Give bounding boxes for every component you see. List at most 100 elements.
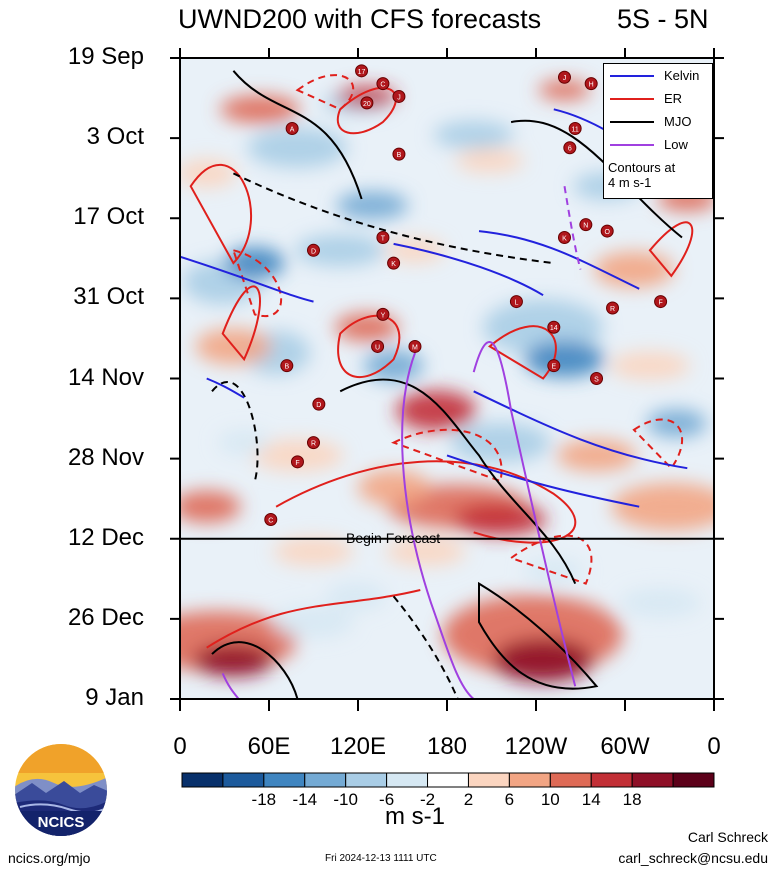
storm-marker-label: E: [551, 364, 556, 371]
contour-note: Contours at 4 m s-1: [608, 160, 675, 190]
anomaly-blob: [450, 422, 551, 463]
storm-marker-label: 17: [358, 69, 366, 76]
y-tick-label: 28 Nov: [67, 443, 144, 471]
colorbar-tick-label: 6: [504, 790, 515, 809]
colorbar-box: [672, 772, 715, 788]
legend: Kelvin ER MJO Low Contours at 4 m s-1: [603, 63, 713, 199]
x-tick-label: 60E: [247, 733, 291, 760]
anomaly-blob: [396, 390, 477, 431]
wave-contours: [180, 70, 694, 699]
storm-marker-label: 20: [363, 101, 371, 108]
contour-line: [473, 390, 688, 470]
storm-marker: J: [392, 89, 406, 103]
storm-marker-label: D: [311, 248, 316, 255]
storm-marker-label: B: [284, 364, 289, 371]
storm-marker: C: [376, 77, 390, 91]
storm-marker-label: D: [316, 402, 321, 409]
contour-line: [510, 119, 683, 239]
storm-marker: R: [307, 436, 320, 450]
storm-marker-label: R: [610, 306, 615, 313]
storm-marker-circle: [376, 230, 390, 244]
contour-line: [446, 454, 640, 508]
footer-timestamp: Fri 2024-12-13 1111 UTC: [325, 853, 437, 864]
contour-line: [336, 87, 397, 135]
storm-marker-circle: [360, 96, 374, 110]
storm-marker: E: [547, 359, 561, 373]
legend-label: Kelvin: [664, 68, 700, 83]
colorbar-tick-label: 2: [463, 790, 474, 809]
storm-marker-circle: [408, 339, 422, 353]
anomaly-blob: [523, 558, 584, 583]
contour-line: [180, 255, 314, 303]
storm-marker: U: [371, 339, 385, 353]
anomaly-blob: [433, 120, 514, 149]
storm-marker-label: T: [381, 235, 386, 242]
legend-label: Low: [664, 137, 688, 152]
storm-marker-label: S: [594, 377, 599, 384]
contour-line: [478, 230, 640, 290]
storm-marker-label: F: [295, 460, 299, 467]
colorbar-box: [345, 772, 388, 788]
storm-marker-circle: [584, 77, 598, 91]
contour-line: [401, 352, 475, 699]
footer-url[interactable]: ncics.org/mjo: [8, 850, 91, 866]
storm-marker-label: A: [290, 127, 295, 134]
x-tick-label: 60W: [600, 733, 650, 760]
legend-entry-low: Low: [604, 136, 712, 154]
storm-marker: L: [509, 295, 523, 309]
legend-entry-kelvin: Kelvin: [604, 67, 712, 85]
contour-line: [478, 581, 599, 690]
colorbar-box: [590, 772, 633, 788]
storm-marker: 14: [547, 320, 561, 334]
ncics-logo[interactable]: NCICS: [14, 743, 108, 837]
contour-line: [648, 221, 694, 278]
storm-markers: 17 C 20 J J H A 11 B 6 D T N O K K D L 14 Y F B U M S R E R F C: [264, 64, 668, 527]
contour-line: [221, 285, 261, 362]
storm-marker-circle: [547, 359, 561, 373]
begin-forecast-label: Begin Forecast: [346, 530, 441, 546]
storm-marker: S: [590, 372, 604, 385]
storm-marker: M: [408, 339, 422, 353]
storm-marker: O: [600, 224, 614, 238]
anomaly-blob: [273, 537, 354, 566]
storm-marker-label: 11: [572, 127, 579, 134]
storm-marker: 6: [563, 141, 577, 155]
anomaly-blob: [646, 409, 707, 438]
anomaly-blob: [524, 341, 605, 378]
storm-marker-label: M: [412, 344, 418, 351]
storm-marker-circle: [290, 455, 304, 469]
legend-label: ER: [664, 91, 683, 106]
y-tick-label: 3 Oct: [86, 123, 144, 151]
storm-marker: F: [290, 455, 304, 469]
storm-marker-circle: [264, 513, 278, 527]
anomaly-blob: [273, 606, 354, 639]
contour-note-line2: 4 m s-1: [608, 175, 652, 190]
colorbar-units: m s-1: [385, 803, 445, 830]
anomaly-blob: [180, 159, 237, 188]
colorbar-box: [222, 772, 265, 788]
colorbar-box: [467, 772, 510, 788]
storm-marker-label: L: [514, 300, 518, 307]
anomaly-blob: [493, 638, 594, 683]
storm-marker-circle: [355, 64, 369, 78]
legend-entry-er: ER: [604, 90, 712, 108]
storm-marker-circle: [307, 436, 320, 450]
storm-marker-circle: [280, 359, 294, 373]
storm-marker-circle: [568, 122, 582, 136]
footer-email[interactable]: carl_schreck@ncsu.edu: [618, 850, 768, 866]
chart-title: UWND200 with CFS forecasts: [178, 4, 542, 34]
logo-text: NCICS: [38, 814, 85, 831]
x-tick-label: 120W: [504, 733, 568, 760]
storm-marker-circle: [312, 397, 326, 411]
anomaly-blob: [326, 582, 387, 611]
contour-line: [392, 595, 459, 699]
storm-marker: 11: [568, 122, 582, 136]
y-tick-label: 12 Dec: [67, 523, 144, 551]
storm-marker: C: [264, 513, 278, 527]
storm-marker-circle: [563, 141, 577, 155]
storm-marker-label: B: [397, 152, 402, 159]
storm-marker: T: [376, 230, 390, 244]
storm-marker-circle: [371, 339, 385, 353]
anomaly-blob: [295, 234, 386, 267]
legend-entry-mjo: MJO: [604, 113, 712, 131]
